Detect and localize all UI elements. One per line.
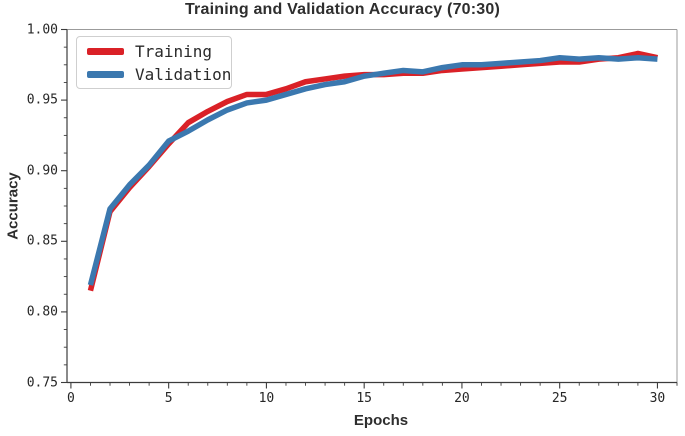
y-tick-label: 0.95 [26,92,58,108]
y-axis-label: Accuracy [4,172,22,240]
chart-title: Training and Validation Accuracy (70:30) [184,1,501,18]
legend-entry-training: Training [87,43,231,60]
y-tick-label: 1.00 [26,22,58,37]
training-line-swatch [87,47,124,55]
legend-label-validation: Validation [135,64,232,84]
x-tick-label: 15 [356,390,372,406]
legend: Training Validation [76,36,232,89]
validation-line [87,54,658,286]
x-tick-label: 5 [164,390,173,406]
legend-label-training: Training [135,41,213,61]
x-tick-label: 20 [454,390,470,406]
x-axis-label: Epochs [353,412,409,429]
x-tick-label: 25 [551,390,568,406]
x-tick-label: 0 [66,390,75,406]
x-tick-label: 10 [258,390,275,406]
legend-entry-validation: Validation [87,66,231,83]
y-tick-label: 0.90 [26,163,58,179]
validation-line-swatch [87,70,124,78]
y-tick-label: 0.75 [26,375,58,390]
y-tick-label: 0.80 [26,304,58,320]
y-tick-label: 0.85 [26,233,58,249]
x-tick-label: 30 [649,390,666,406]
training-line [87,50,659,292]
